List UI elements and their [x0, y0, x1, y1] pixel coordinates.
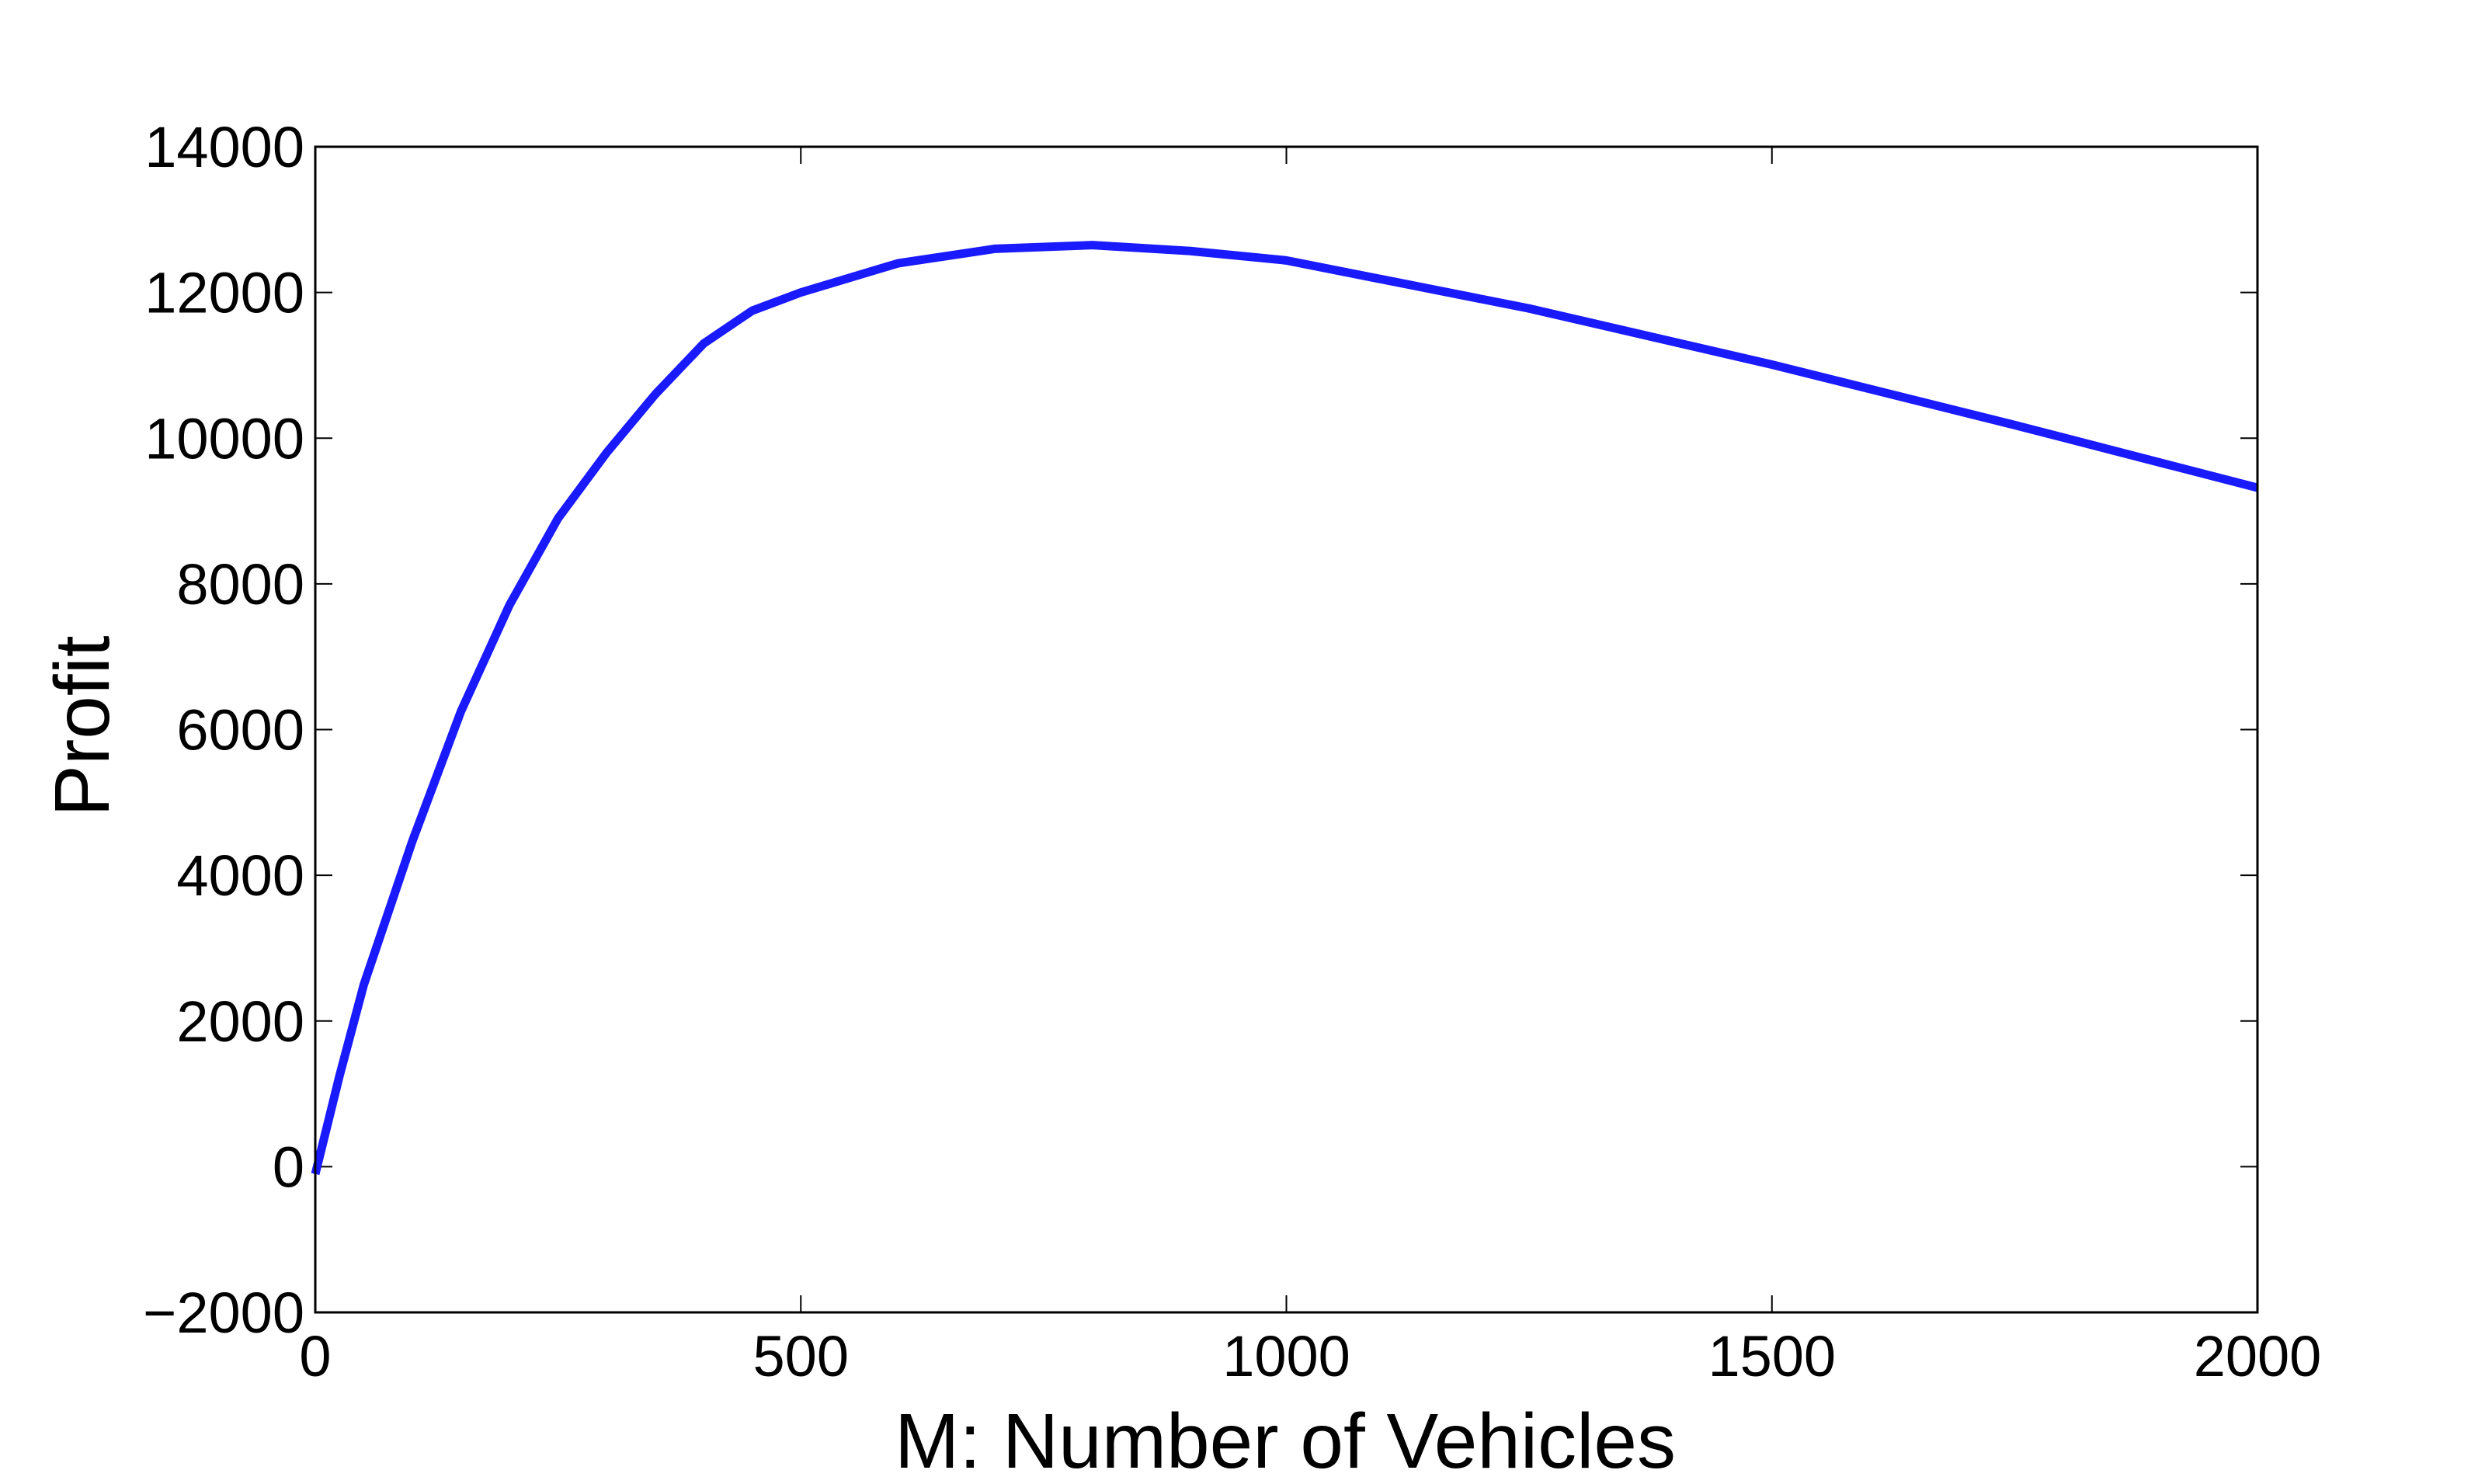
x-tick-label: 0 — [299, 1324, 331, 1388]
x-tick-label: 1000 — [1222, 1324, 1350, 1388]
y-tick-label: 8000 — [176, 552, 304, 617]
y-tick-label: 4000 — [176, 843, 304, 908]
y-tick-label: 14000 — [144, 115, 304, 179]
y-tick-label: 0 — [273, 1135, 304, 1199]
plot-frame — [314, 145, 2259, 1314]
y-tick-label: 6000 — [176, 698, 304, 763]
y-tick-label: 12000 — [144, 261, 304, 325]
data-line — [311, 241, 2259, 1176]
x-tick-label: 1500 — [1708, 1324, 1836, 1388]
x-axis-label: M: Number of Vehicles — [895, 1398, 1676, 1484]
y-tick-label: −2000 — [143, 1281, 304, 1345]
y-tick-label: 2000 — [176, 989, 304, 1054]
x-tick-label: 500 — [753, 1324, 849, 1388]
x-tick-label: 2000 — [2194, 1324, 2322, 1388]
y-tick-label: 10000 — [144, 406, 304, 471]
y-axis-label: Profit — [39, 635, 126, 817]
